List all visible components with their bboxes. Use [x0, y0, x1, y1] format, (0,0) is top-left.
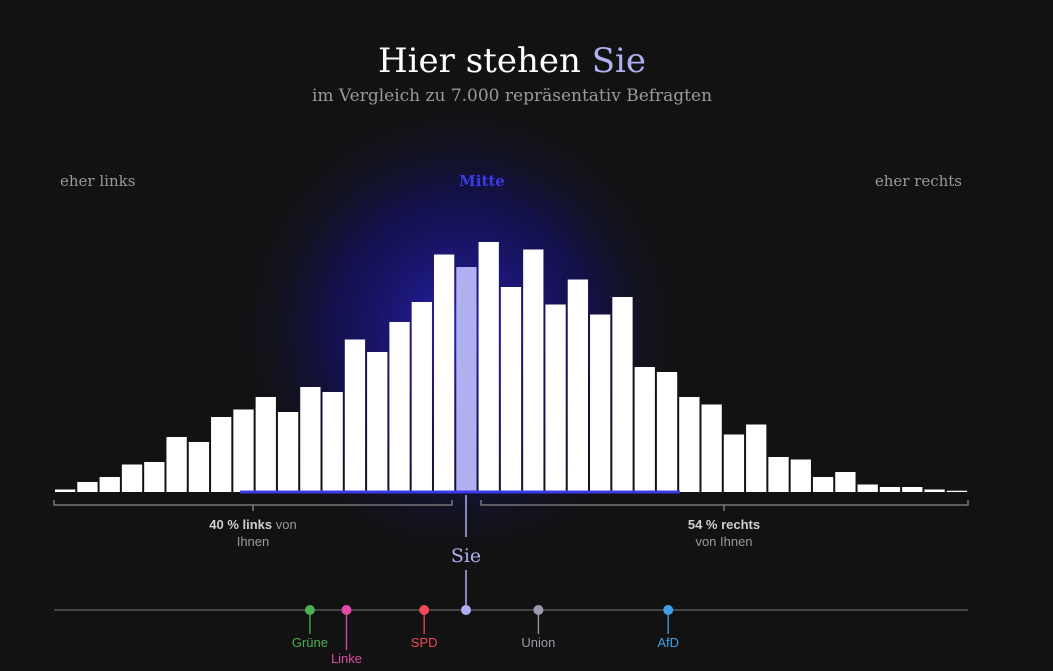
histogram-bar	[367, 352, 388, 492]
histogram-bar	[389, 322, 410, 492]
histogram-bars	[55, 242, 967, 492]
title-highlight: Sie	[592, 41, 646, 81]
histogram-bar	[144, 462, 165, 492]
left-summary-line2: Ihnen	[237, 534, 270, 549]
histogram-bar	[277, 412, 299, 492]
histogram-bar	[946, 490, 967, 492]
axis-label-left: eher links	[60, 172, 135, 190]
right-summary-line2: von Ihnen	[695, 534, 752, 549]
party-marker: Grüne	[292, 605, 328, 650]
histogram-bar	[211, 417, 232, 492]
party-label: SPD	[411, 635, 438, 650]
user-position-dot	[461, 605, 471, 615]
histogram-bar	[835, 472, 856, 492]
histogram-bar	[768, 457, 789, 492]
page-title: Hier stehen Sie	[378, 41, 646, 81]
party-marker: Union	[521, 605, 555, 650]
party-label: Union	[521, 635, 555, 650]
histogram-bar	[567, 279, 589, 492]
party-marker: Linke	[331, 605, 362, 666]
histogram-bar	[523, 249, 544, 492]
histogram-bar	[433, 254, 455, 492]
party-marker: AfD	[657, 605, 679, 650]
histogram-bar	[188, 442, 210, 492]
party-dot	[663, 605, 674, 615]
histogram-bar	[857, 484, 878, 492]
axis-label-center: Mitte	[459, 172, 505, 190]
histogram-bar	[411, 302, 432, 492]
title-prefix: Hier stehen	[378, 41, 592, 81]
histogram-bar	[679, 397, 700, 492]
party-label: AfD	[657, 635, 679, 650]
histogram-bar	[723, 434, 745, 492]
left-summary: 40 % links von	[209, 517, 296, 532]
user-marker-label: Sie	[451, 545, 481, 567]
histogram-bar	[790, 459, 811, 492]
histogram-bar	[344, 339, 366, 492]
histogram-bar	[99, 477, 120, 492]
histogram-bar	[121, 464, 143, 492]
histogram-bar	[166, 437, 187, 492]
left-summary-rest: von	[272, 517, 297, 532]
histogram-bar	[656, 372, 678, 492]
histogram-bar	[902, 487, 923, 492]
histogram-bar	[590, 314, 611, 492]
axis-label-right: eher rechts	[875, 172, 962, 190]
histogram-bar	[77, 482, 98, 492]
histogram-bar	[812, 477, 834, 492]
histogram-bar	[701, 404, 722, 492]
histogram-bar	[322, 392, 343, 492]
page-subtitle: im Vergleich zu 7.000 repräsentativ Befr…	[312, 86, 712, 106]
left-summary-bold: 40 % links	[209, 517, 272, 532]
party-dot	[533, 605, 544, 615]
histogram-bar	[478, 242, 499, 492]
left-bracket	[53, 500, 453, 511]
histogram-bar	[879, 487, 901, 492]
party-dot	[341, 605, 352, 615]
histogram-bar-user	[456, 267, 477, 492]
party-label: Linke	[331, 651, 362, 666]
party-label: Grüne	[292, 635, 328, 650]
histogram-bar	[924, 489, 945, 492]
party-marker: SPD	[411, 605, 438, 650]
histogram-bar	[300, 387, 321, 492]
histogram-bar	[746, 424, 767, 492]
party-dot	[304, 605, 315, 615]
histogram-bar	[500, 287, 522, 492]
right-bracket	[480, 500, 969, 511]
histogram-bar	[55, 489, 76, 492]
histogram-bar	[255, 397, 276, 492]
party-dot	[419, 605, 430, 615]
histogram-bar	[634, 367, 655, 492]
histogram-bar	[545, 304, 566, 492]
right-summary: 54 % rechts	[688, 517, 760, 532]
histogram-bar	[612, 297, 633, 492]
histogram-bar	[233, 409, 254, 492]
